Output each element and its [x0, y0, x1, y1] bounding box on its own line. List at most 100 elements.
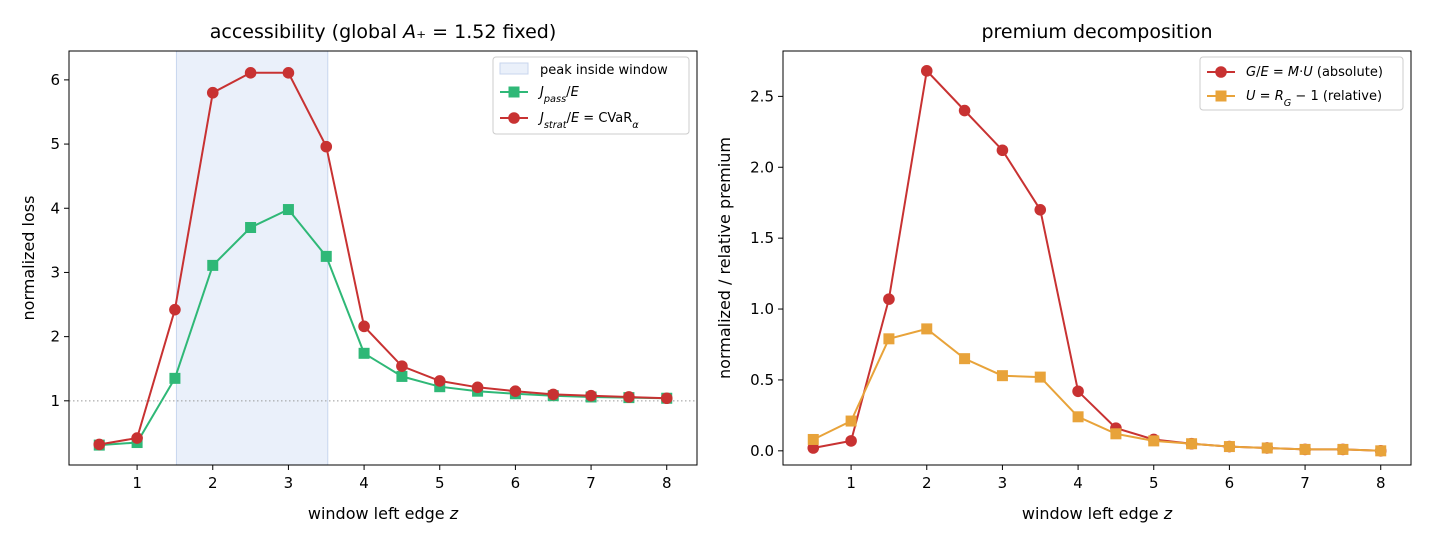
data-point — [660, 392, 673, 405]
data-point — [921, 323, 933, 335]
y-tick-label: 5 — [50, 135, 60, 153]
chart-title-2: premium decomposition — [981, 21, 1212, 43]
legend-marker-rel — [1215, 90, 1227, 102]
y-tick-label: 2.5 — [750, 87, 774, 105]
x-tick-label: 6 — [1225, 474, 1235, 492]
x-tick-label: 7 — [586, 474, 596, 492]
x-tick-label: 5 — [435, 474, 445, 492]
legend-label-rel: U = RG − 1 (relative) — [1246, 89, 1382, 109]
data-point — [1299, 443, 1311, 455]
data-point — [845, 435, 857, 447]
data-point — [1034, 371, 1046, 383]
y-tick-label: 1.5 — [750, 229, 774, 247]
y-tick-label: 0.0 — [750, 442, 774, 460]
data-point — [1072, 411, 1084, 423]
x-tick-label: 5 — [1149, 474, 1159, 492]
y-tick-label: 0.5 — [750, 371, 774, 389]
legend-label-region: peak inside window — [540, 63, 668, 78]
series-line-1 — [813, 68, 1381, 452]
data-point — [358, 347, 370, 359]
y-tick-label: 3 — [50, 263, 60, 281]
data-point — [396, 370, 408, 382]
data-point — [996, 144, 1009, 157]
chart-panel-1: 1 2 3 4 5 6 7 8 1 2 3 4 5 6 window left edge z normaliz… — [19, 50, 698, 523]
data-point — [1261, 442, 1273, 454]
y-tick-label: 2.0 — [750, 158, 774, 176]
data-point — [807, 442, 820, 454]
chart-title-1: accessibility (global A₊ = 1.52 fixed) — [210, 21, 557, 43]
y-tick-label: 1 — [50, 392, 60, 410]
data-point — [206, 86, 219, 99]
series-line-2 — [99, 71, 667, 446]
legend-box — [492, 56, 690, 135]
data-point — [883, 293, 895, 305]
legend-label-strat: Jstrat/E = CVaRα — [537, 111, 639, 131]
series-line-1 — [99, 208, 667, 447]
data-point — [93, 438, 106, 451]
data-point — [883, 333, 895, 345]
data-point — [471, 381, 484, 394]
data-point — [958, 104, 971, 117]
plot-frame — [68, 50, 698, 466]
data-point — [996, 370, 1008, 382]
y-tick-label: 1.0 — [750, 300, 774, 318]
data-point — [1337, 443, 1349, 455]
x-tick-label: 7 — [1300, 474, 1310, 492]
data-point — [547, 388, 560, 401]
shaded-window-region — [175, 50, 329, 466]
legend-1: peak inside window Jpass/E Jstrat/E = CVaR… — [492, 56, 690, 135]
data-point — [623, 391, 635, 403]
x-tick-label: 4 — [1073, 474, 1083, 492]
x-tick-label: 6 — [511, 474, 521, 492]
y-tick-label: 4 — [50, 199, 60, 217]
y-tick-label: 2 — [50, 328, 60, 346]
data-point — [169, 303, 181, 316]
data-point — [169, 372, 181, 384]
y-tick-label: 6 — [50, 71, 60, 89]
data-point — [320, 250, 332, 262]
data-point — [1186, 438, 1198, 450]
legend-2: G/E = M·U (absolute) U = RG − 1 (relative… — [1199, 56, 1404, 111]
data-point — [1110, 428, 1122, 440]
data-point — [1375, 445, 1387, 457]
x-axis-label: window left edge z — [308, 504, 459, 523]
data-point — [245, 222, 257, 234]
plot-frame — [782, 50, 1412, 466]
data-point — [807, 433, 819, 445]
x-tick-label: 8 — [1376, 474, 1386, 492]
x-axis-label: window left edge z — [1022, 504, 1173, 523]
data-point — [1072, 385, 1084, 398]
legend-swatch-region — [499, 62, 529, 75]
legend-marker-strat — [508, 112, 520, 124]
x-tick-label: 1 — [132, 474, 142, 492]
data-point — [282, 67, 295, 79]
y-axis-label: normalized / relative premium — [715, 137, 734, 379]
x-tick-label: 4 — [359, 474, 369, 492]
x-tick-label: 2 — [922, 474, 932, 492]
legend-marker-pass — [508, 86, 520, 98]
x-tick-label: 3 — [998, 474, 1008, 492]
data-point — [1034, 203, 1047, 216]
x-tick-label: 3 — [284, 474, 294, 492]
legend-label-pass: Jpass/E — [537, 85, 580, 105]
data-point — [396, 360, 408, 372]
data-point — [358, 320, 370, 333]
legend-label-abs: G/E = M·U (absolute) — [1246, 65, 1383, 80]
x-tick-label: 2 — [208, 474, 218, 492]
legend-box — [1199, 56, 1404, 111]
data-point — [585, 389, 597, 402]
data-point — [244, 67, 257, 79]
data-point — [1148, 435, 1160, 447]
data-point — [207, 259, 219, 271]
data-point — [433, 375, 446, 387]
x-tick-label: 1 — [846, 474, 856, 492]
y-axis-label: normalized loss — [19, 196, 38, 321]
data-point — [959, 353, 971, 365]
legend-marker-abs — [1215, 66, 1227, 78]
x-tick-label: 8 — [662, 474, 672, 492]
data-point — [131, 432, 143, 444]
data-point — [845, 415, 857, 427]
data-point — [282, 204, 294, 216]
data-point — [320, 140, 333, 153]
